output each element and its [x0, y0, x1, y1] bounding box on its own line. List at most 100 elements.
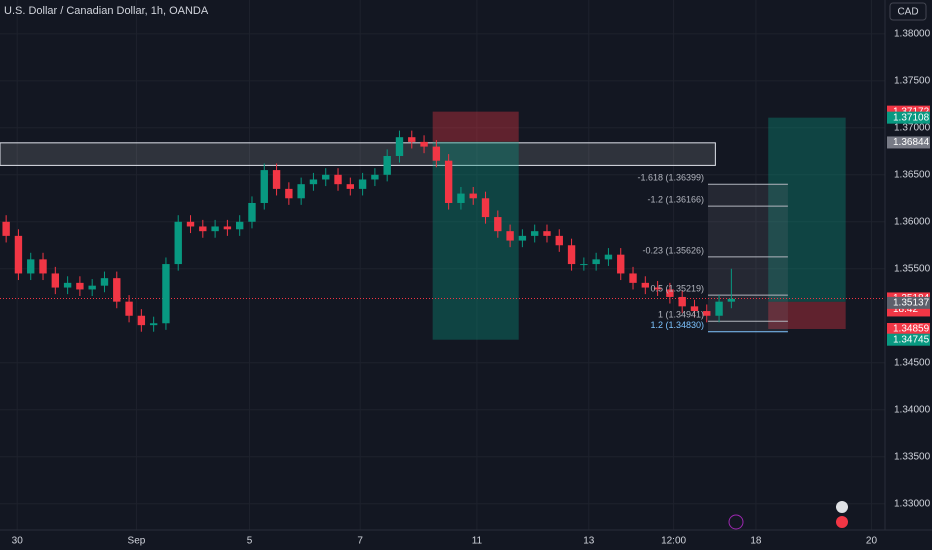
- candle-body: [531, 231, 539, 236]
- candle-body: [248, 202, 256, 222]
- y-tick-label: 1.34500: [894, 357, 931, 368]
- candle-body: [432, 146, 441, 161]
- candle-body: [14, 235, 23, 274]
- y-tick-label: 1.34000: [894, 404, 931, 415]
- candle-body: [309, 179, 318, 185]
- currency-button[interactable]: [889, 2, 927, 21]
- candle-body: [567, 245, 576, 265]
- fib-label: 1.2 (1.34830): [650, 320, 704, 330]
- price-label-box: [887, 322, 930, 335]
- y-tick-label: 1.37500: [894, 75, 931, 86]
- price-label: 1.34859: [893, 324, 930, 335]
- candle-body: [653, 287, 662, 290]
- candle-body: [592, 259, 600, 265]
- fib-label: 0.5 (1.35219): [650, 284, 704, 294]
- candle-body: [2, 221, 10, 236]
- y-tick-label: 1.38000: [894, 28, 931, 39]
- y-tick-label: 1.35500: [894, 263, 931, 274]
- candle-body: [297, 184, 305, 199]
- x-tick-label: 20: [866, 536, 878, 547]
- fib-label: -1.618 (1.36399): [637, 173, 704, 183]
- candle-body: [174, 221, 182, 265]
- candle-body: [690, 306, 699, 312]
- candle-body: [346, 184, 354, 189]
- fib-label: -1.2 (1.36166): [647, 195, 704, 205]
- candle-body: [666, 289, 674, 297]
- candle-body: [186, 221, 195, 227]
- x-tick-label: 12:00: [661, 536, 686, 547]
- chart-title: U.S. Dollar / Canadian Dollar, 1h, OANDA: [4, 5, 209, 17]
- zone: [0, 142, 716, 166]
- candle-body: [51, 273, 59, 288]
- stop-zone: [432, 111, 519, 142]
- target-zone: [768, 117, 846, 302]
- candle-body: [371, 174, 379, 180]
- y-tick-label: 1.37000: [894, 122, 931, 133]
- candle-body: [518, 235, 527, 241]
- candle-body: [100, 278, 109, 286]
- candle-body: [703, 311, 711, 316]
- x-tick-label: 18: [750, 536, 762, 547]
- price-label: 1.36844: [893, 137, 930, 148]
- candle-body: [444, 160, 453, 203]
- candle-body: [63, 282, 72, 288]
- x-tick-label: 5: [247, 536, 253, 547]
- candle-body: [408, 137, 416, 142]
- candle-body: [223, 226, 232, 230]
- candle-body: [334, 174, 342, 185]
- candle-body: [617, 254, 625, 274]
- price-label: 1.34745: [893, 334, 930, 345]
- candle-body: [481, 198, 490, 218]
- fib-label: 1 (1.34941): [658, 310, 704, 320]
- x-tick-label: 30: [12, 536, 24, 547]
- candle-body: [457, 193, 465, 203]
- candle-body: [236, 221, 244, 230]
- candle-body: [641, 282, 649, 288]
- x-tick-label: 13: [583, 536, 595, 547]
- fib-label: -0.23 (1.35626): [642, 245, 704, 255]
- candle-body: [39, 259, 47, 274]
- y-tick-label: 1.36500: [894, 169, 931, 180]
- candle-body: [113, 278, 121, 302]
- price-label-box: [887, 136, 930, 149]
- candle-body: [260, 170, 268, 203]
- x-tick-label: 7: [357, 536, 363, 547]
- y-tick-label: 1.33500: [894, 451, 931, 462]
- candle-body: [125, 301, 133, 316]
- candle-body: [76, 282, 84, 290]
- price-label-box: [887, 111, 930, 124]
- candle-body: [469, 193, 477, 199]
- currency-label[interactable]: CAD: [897, 7, 918, 18]
- candle-body: [27, 259, 35, 274]
- candle-body: [162, 264, 170, 324]
- candle-body: [149, 323, 158, 326]
- price-label: 1.37108: [893, 112, 930, 123]
- candle-body: [580, 264, 588, 266]
- candle-body: [543, 231, 551, 236]
- candle-body: [629, 273, 637, 283]
- flag-us[interactable]: [836, 501, 848, 513]
- flag-ca[interactable]: [836, 516, 848, 528]
- candle-body: [395, 137, 404, 156]
- candle-body: [715, 301, 723, 316]
- price-label-box: [887, 296, 930, 309]
- candle-body: [137, 315, 146, 326]
- price-label-box: [887, 333, 930, 346]
- event-icon[interactable]: [728, 514, 744, 530]
- price-label: 1.35137: [893, 298, 930, 309]
- candle-body: [494, 217, 502, 232]
- candle-body: [322, 174, 330, 180]
- candle-body: [727, 298, 736, 302]
- candle-body: [604, 254, 613, 260]
- y-tick-label: 1.33000: [894, 498, 931, 509]
- x-tick-label: 11: [472, 536, 483, 547]
- candle-body: [383, 155, 391, 175]
- candle-body: [199, 226, 207, 232]
- candle-body: [272, 170, 281, 189]
- candle-body: [285, 188, 293, 199]
- candle-body: [678, 296, 686, 307]
- candle-body: [88, 285, 96, 290]
- candle-body: [358, 179, 367, 189]
